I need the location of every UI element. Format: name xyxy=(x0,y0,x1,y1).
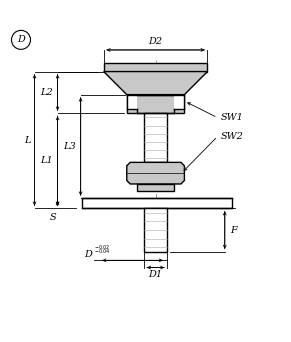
Bar xyxy=(174,95,184,109)
Text: S: S xyxy=(50,213,56,222)
Polygon shape xyxy=(104,71,207,95)
Text: D: D xyxy=(17,35,25,44)
Text: SW2: SW2 xyxy=(221,132,243,141)
Bar xyxy=(144,209,167,252)
Text: D2: D2 xyxy=(148,38,163,47)
Text: L2: L2 xyxy=(40,88,53,97)
Bar xyxy=(82,198,232,209)
Polygon shape xyxy=(104,63,207,71)
Text: $^{-0.02}_{-0.04}$: $^{-0.02}_{-0.04}$ xyxy=(94,244,110,257)
Text: L3: L3 xyxy=(63,142,76,151)
Bar xyxy=(127,95,137,109)
Polygon shape xyxy=(127,95,184,113)
Text: D1: D1 xyxy=(148,271,163,279)
Text: L: L xyxy=(24,135,30,145)
Text: SW1: SW1 xyxy=(221,113,243,122)
Bar xyxy=(137,184,174,191)
Polygon shape xyxy=(127,162,184,184)
Text: F: F xyxy=(230,226,237,235)
Bar xyxy=(144,113,167,162)
Text: D: D xyxy=(84,250,92,259)
Text: L1: L1 xyxy=(40,156,53,166)
